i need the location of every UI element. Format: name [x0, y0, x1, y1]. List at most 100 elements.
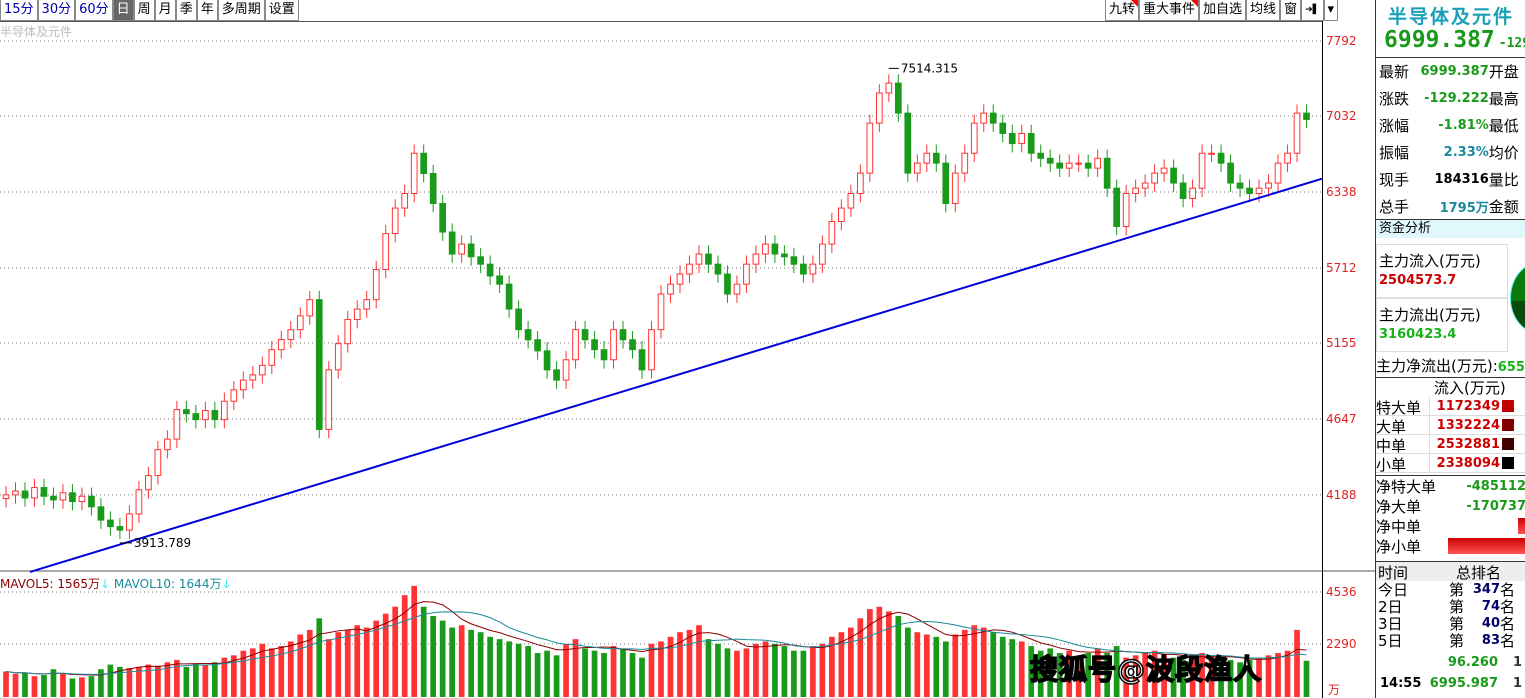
candle [1018, 132, 1026, 145]
volume-bar [202, 664, 209, 697]
candle [410, 152, 418, 194]
volume-bar [306, 629, 313, 697]
rank-day: 今日 [1378, 581, 1409, 599]
candle [486, 263, 494, 277]
candle [69, 492, 76, 503]
quote-row: 涨幅 -1.81% 最低 [1376, 112, 1525, 139]
candle [249, 374, 257, 381]
period-tab[interactable]: 日 [112, 0, 134, 21]
candle [1027, 132, 1035, 154]
toolbar-divider [0, 21, 1322, 22]
volume-bar [69, 678, 76, 697]
candle [838, 207, 845, 223]
candle [239, 379, 247, 391]
fund-analysis-tab[interactable]: 资金分析 [1376, 219, 1525, 238]
volume-bar [496, 639, 503, 697]
period-tab[interactable]: 30分 [37, 0, 76, 21]
period-tab[interactable]: 季 [175, 0, 197, 21]
trendline[interactable] [29, 177, 1322, 573]
rank-pre: 第 [1448, 615, 1464, 633]
period-tab[interactable]: 周 [133, 0, 155, 21]
dropdown-button[interactable]: ▾ [1323, 0, 1339, 21]
candle [230, 389, 238, 402]
down-arrow-icon: ↓ [99, 577, 111, 591]
order-value: 1332224 [1436, 417, 1500, 433]
candle [705, 253, 712, 265]
candle [40, 487, 48, 497]
volume-bar [667, 636, 674, 697]
volume-bar [724, 648, 731, 697]
candle [220, 400, 228, 421]
candle [211, 410, 219, 421]
candle [610, 329, 617, 361]
candle [629, 339, 636, 351]
rank-row: 5日 第 83 名 [1376, 632, 1525, 650]
quote-table: 最新 6999.387 开盘 涨跌 -129.222 最高 涨幅 -1.81% 最低 振幅 2.33… [1376, 57, 1525, 220]
tool-button[interactable]: 均线 [1246, 0, 1281, 21]
tool-button[interactable]: 重大事件 [1139, 0, 1200, 21]
order-label: 特大单 [1376, 396, 1430, 417]
volume-bar [420, 606, 427, 697]
expand-button[interactable]: ➜▌ [1301, 0, 1324, 21]
period-toolbar: 15分 30分 60分日周月季年多周期 设置 [0, 0, 299, 21]
volume-bar [468, 629, 474, 697]
candle [875, 92, 883, 124]
volume-bar [980, 627, 987, 697]
volume-bar [686, 629, 693, 697]
volume-bar [971, 625, 978, 697]
candle [258, 364, 266, 376]
candle [372, 269, 380, 301]
net-orders: 净特大单 -485112 净大单 -170737 净中单 净小单 [1376, 475, 1525, 556]
net-order-value: -485112 [1466, 478, 1525, 494]
quote-row: 涨跌 -129.222 最高 [1376, 85, 1525, 112]
volume-bar [1199, 653, 1205, 697]
rank-number: 40 [1481, 616, 1500, 631]
net-order-bar [1446, 538, 1525, 554]
order-label: 中单 [1376, 434, 1430, 455]
volume-bar [230, 655, 237, 697]
volume-bar [249, 648, 256, 697]
candle [192, 413, 200, 421]
tool-button[interactable]: 窗 [1280, 0, 1302, 21]
volume-bar [610, 646, 617, 697]
period-tab[interactable]: 15分 [0, 0, 38, 21]
quote-label: 开盘 [1488, 63, 1519, 81]
volume-bar [1180, 659, 1186, 697]
candle [771, 243, 779, 255]
volume-bar [591, 650, 598, 697]
period-tab[interactable]: 多周期 [217, 0, 265, 21]
volume-bar [1028, 646, 1035, 697]
tick-row: 96.260 1 [1376, 655, 1525, 670]
period-tab[interactable]: 60分 [75, 0, 113, 21]
period-tab[interactable]: 月 [154, 0, 176, 21]
kline-chart[interactable]: 7514.315 3913.789 [0, 0, 1322, 698]
candle [1151, 172, 1158, 184]
tool-button[interactable]: 九转 [1105, 0, 1140, 21]
volume-bar [335, 632, 342, 697]
volume-bar [1037, 650, 1044, 697]
candle [885, 82, 893, 94]
candle [116, 526, 124, 531]
candle [1303, 112, 1310, 120]
quote-label: 涨幅 [1379, 117, 1410, 135]
candle [790, 256, 798, 265]
flow-header: 流入(万元) [1376, 378, 1525, 397]
volume-bar [221, 657, 228, 697]
volume-bar [1056, 653, 1063, 697]
volume-bar [1275, 653, 1281, 697]
quote-label: 均价 [1488, 144, 1519, 162]
quote-label: 最新 [1379, 63, 1410, 81]
period-tab[interactable]: 年 [196, 0, 218, 21]
candle [344, 319, 352, 345]
candle [781, 253, 788, 258]
mavol5-label: MAVOL5: 1565万 [0, 577, 100, 591]
candle [268, 349, 276, 366]
candle [467, 243, 475, 258]
candle [543, 350, 551, 371]
color-swatch [1502, 438, 1514, 450]
candle [980, 112, 988, 124]
volume-bar [155, 665, 161, 697]
tool-button[interactable]: 加自选 [1199, 0, 1247, 21]
period-tab[interactable]: 设置 [264, 0, 299, 21]
candle [97, 506, 105, 521]
